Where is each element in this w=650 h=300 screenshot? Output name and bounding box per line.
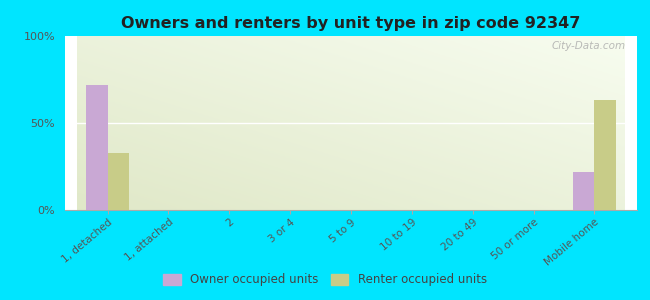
Bar — [86, 85, 108, 210]
Bar — [573, 172, 594, 210]
Text: City-Data.com: City-Data.com — [551, 41, 625, 51]
Bar — [108, 153, 129, 210]
Bar — [594, 100, 616, 210]
Title: Owners and renters by unit type in zip code 92347: Owners and renters by unit type in zip c… — [122, 16, 580, 31]
Legend: Owner occupied units, Renter occupied units: Owner occupied units, Renter occupied un… — [159, 269, 491, 291]
